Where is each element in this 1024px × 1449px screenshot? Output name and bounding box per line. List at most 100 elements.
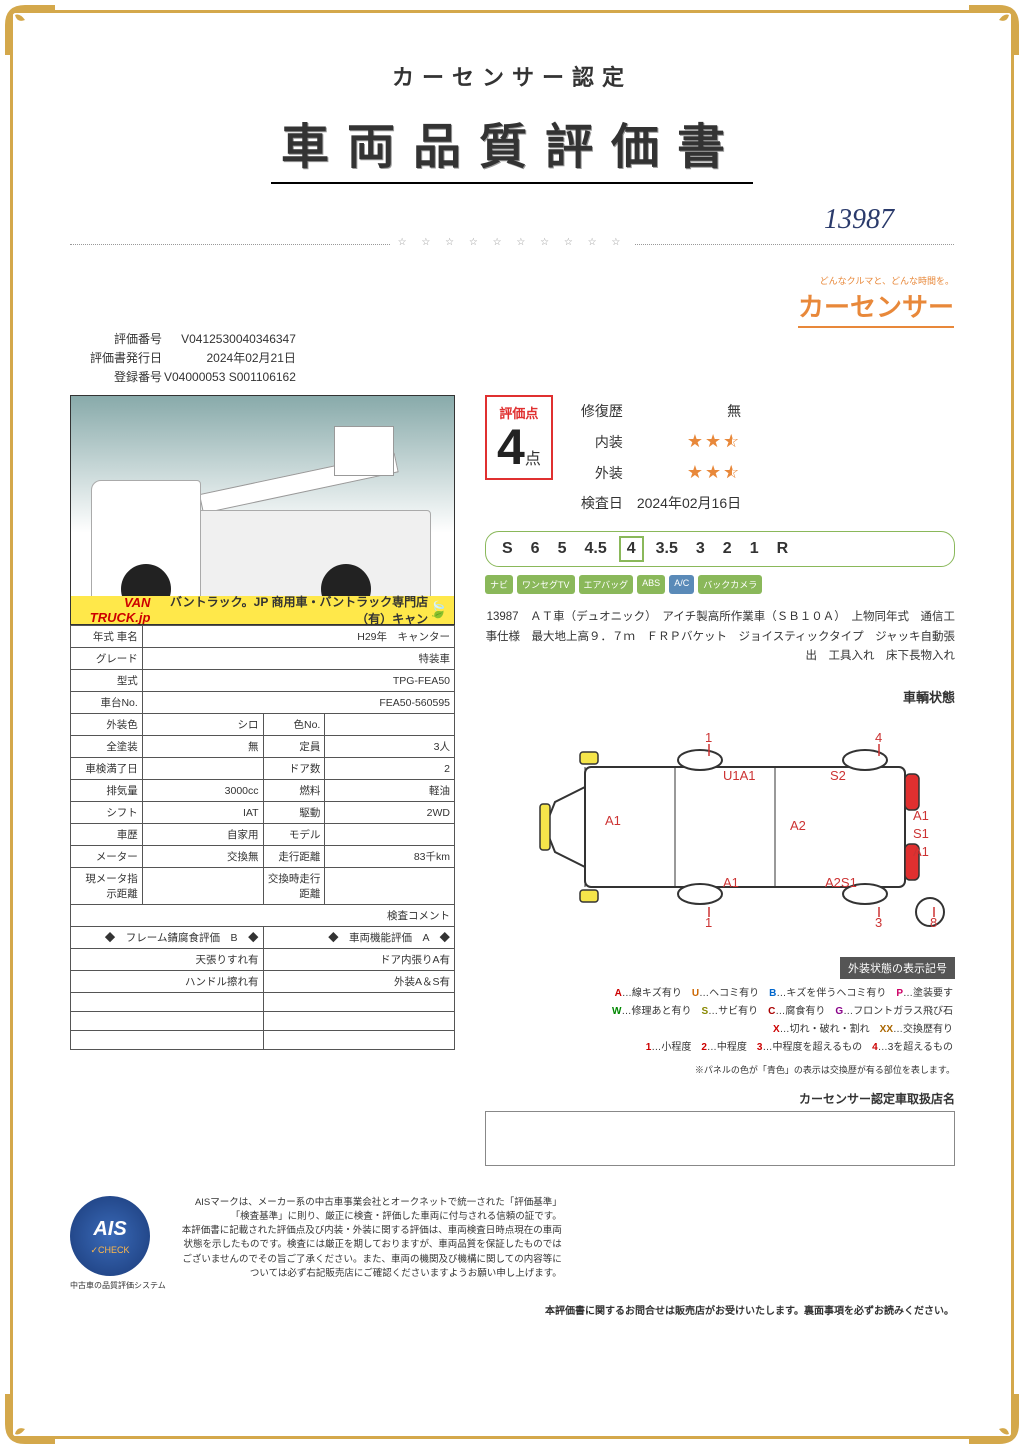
svg-text:A1: A1 bbox=[913, 808, 929, 823]
bottom-note: 本評価書に関するお問合せは販売店がお受けいたします。裏面事項を必ずお読みください… bbox=[70, 1302, 954, 1317]
desc-num: 13987 bbox=[487, 611, 519, 623]
legend: 外装状態の表示記号 A…線キズ有り U…ヘコミ有り B…キズを伴うヘコミ有り P… bbox=[485, 957, 955, 1076]
spec-label: 車台No. bbox=[71, 692, 143, 714]
scale-item: R bbox=[771, 538, 795, 560]
scale-item: 1 bbox=[744, 538, 765, 560]
feature-badges: ナビワンセグTVエアバッグABSA/Cバックカメラ bbox=[485, 575, 955, 594]
meta-table: 評価番号V0412530040346347 評価書発行日2024年02月21日 … bbox=[70, 328, 298, 387]
meta-label: 評価書発行日 bbox=[72, 349, 162, 366]
spec-label: グレード bbox=[71, 648, 143, 670]
note-cell bbox=[263, 993, 455, 1012]
spec-value: IAT bbox=[142, 802, 263, 824]
svg-text:A2: A2 bbox=[790, 818, 806, 833]
score-box: 評価点 4点 bbox=[485, 395, 553, 480]
spec-label: 交換時走行距離 bbox=[263, 868, 325, 905]
banner-text: バントラック。JP 商用車・バントラック専門店 （有）キャン bbox=[158, 593, 428, 625]
spec-value: 2 bbox=[325, 758, 455, 780]
scale-item: 6 bbox=[525, 538, 546, 560]
ais-logo-main: AIS bbox=[93, 1214, 126, 1244]
spec-value: 特装車 bbox=[142, 648, 454, 670]
note-cell bbox=[263, 1031, 455, 1050]
frame-eval: ◆ フレーム錆腐食評価 B ◆ bbox=[71, 927, 264, 949]
scale-bar: S654.543.5321R bbox=[485, 531, 955, 567]
svg-text:1: 1 bbox=[705, 730, 712, 745]
repair-value: 無 bbox=[631, 397, 747, 425]
scale-item: 2 bbox=[717, 538, 738, 560]
meta-label: 登録番号 bbox=[72, 368, 162, 385]
svg-text:8: 8 bbox=[930, 915, 937, 930]
photo-banner: VAN TRUCK.jp バントラック。JP 商用車・バントラック専門店 （有）… bbox=[71, 596, 454, 624]
divider: ☆ ☆ ☆ ☆ ☆ ☆ ☆ ☆ ☆ ☆ bbox=[70, 244, 954, 256]
description: 13987 ＡＴ車（デュオニック） アイチ製高所作業車（ＳＢ１０Ａ） 上物同年式… bbox=[485, 608, 955, 667]
spec-label: 型式 bbox=[71, 670, 143, 692]
handwritten-number: 13987 bbox=[70, 204, 954, 236]
svg-text:U1A1: U1A1 bbox=[723, 768, 756, 783]
svg-text:A2S1: A2S1 bbox=[825, 875, 857, 890]
note-cell: ハンドル擦れ有 bbox=[71, 971, 264, 993]
interior-stars: ★★ bbox=[631, 427, 747, 456]
legend-body: A…線キズ有り U…ヘコミ有り B…キズを伴うヘコミ有り P…塗装要すW…修理あ… bbox=[485, 979, 955, 1063]
scale-item: 5 bbox=[552, 538, 573, 560]
spec-label: メーター bbox=[71, 846, 143, 868]
spec-label: 定員 bbox=[263, 736, 325, 758]
ais-caption: 中古車の品質評価システム bbox=[70, 1280, 166, 1292]
spec-value: 3人 bbox=[325, 736, 455, 758]
exterior-stars: ★★ bbox=[631, 458, 747, 487]
svg-text:A1: A1 bbox=[913, 844, 929, 859]
ais-logo: AIS ✓CHECK bbox=[70, 1196, 150, 1276]
spec-label: 色No. bbox=[263, 714, 325, 736]
note-cell: ドア内張りA有 bbox=[263, 949, 455, 971]
spec-value: 交換無 bbox=[142, 846, 263, 868]
svg-text:S2: S2 bbox=[830, 768, 846, 783]
inspect-date: 2024年02月16日 bbox=[631, 489, 747, 517]
spec-label: 車検満了日 bbox=[71, 758, 143, 780]
ais-logo-sub: ✓CHECK bbox=[90, 1244, 129, 1258]
meta-value: V04000053 S001106162 bbox=[164, 368, 296, 385]
feature-badge: A/C bbox=[669, 575, 694, 594]
spec-value: TPG-FEA50 bbox=[142, 670, 454, 692]
meta-value: 2024年02月21日 bbox=[164, 349, 296, 366]
spec-value: 自家用 bbox=[142, 824, 263, 846]
spec-label: モデル bbox=[263, 824, 325, 846]
feature-badge: エアバッグ bbox=[579, 575, 634, 594]
spec-label: 全塗装 bbox=[71, 736, 143, 758]
feature-badge: ABS bbox=[637, 575, 665, 594]
feature-badge: ナビ bbox=[485, 575, 513, 594]
spec-value: 軽油 bbox=[325, 780, 455, 802]
footer: AIS ✓CHECK 中古車の品質評価システム AISマークは、メーカー系の中古… bbox=[70, 1196, 954, 1292]
svg-text:A1: A1 bbox=[723, 875, 739, 890]
repair-label: 修復歴 bbox=[575, 397, 629, 425]
svg-text:A1: A1 bbox=[605, 813, 621, 828]
doc-title: 車両品質評価書 bbox=[271, 107, 753, 184]
ais-text: AISマークは、メーカー系の中古車事業会社とオークネットで統一された「評価基準」… bbox=[182, 1196, 562, 1282]
dealer-block: カーセンサー認定車取扱店名 bbox=[485, 1090, 955, 1166]
exterior-label: 外装 bbox=[575, 458, 629, 487]
spec-label: 車歴 bbox=[71, 824, 143, 846]
desc-text: ＡＴ車（デュオニック） アイチ製高所作業車（ＳＢ１０Ａ） 上物同年式 通信工事仕… bbox=[486, 611, 955, 662]
spec-value: シロ bbox=[142, 714, 263, 736]
note-cell: 外装A＆S有 bbox=[263, 971, 455, 993]
vehicle-photo: VAN TRUCK.jp バントラック。JP 商用車・バントラック専門店 （有）… bbox=[70, 395, 455, 625]
spec-label: 排気量 bbox=[71, 780, 143, 802]
legend-header: 外装状態の表示記号 bbox=[840, 957, 955, 979]
note-cell: 天張りすれ有 bbox=[71, 949, 264, 971]
scale-item: 4 bbox=[619, 536, 644, 562]
note-cell bbox=[71, 1012, 264, 1031]
spec-value bbox=[142, 758, 263, 780]
meta-label: 評価番号 bbox=[72, 330, 162, 347]
doc-subtitle: カーセンサー認定 bbox=[70, 60, 954, 92]
spec-label: 年式 車名 bbox=[71, 626, 143, 648]
diagram-title: 車輌状態 bbox=[485, 687, 955, 706]
spec-value: H29年 キャンター bbox=[142, 626, 454, 648]
note-cell bbox=[263, 1012, 455, 1031]
spec-label: シフト bbox=[71, 802, 143, 824]
brand-block: どんなクルマと、どんな時間を。 カーセンサー 評価番号V041253004034… bbox=[70, 274, 954, 1317]
note-cell bbox=[71, 1031, 264, 1050]
svg-text:4: 4 bbox=[875, 730, 882, 745]
scale-item: 3.5 bbox=[650, 538, 684, 560]
note-cell bbox=[71, 993, 264, 1012]
svg-text:1: 1 bbox=[705, 915, 712, 930]
legend-note: ※パネルの色が「青色」の表示は交換歴が有る部位を表します。 bbox=[485, 1063, 955, 1076]
spec-label: ドア数 bbox=[263, 758, 325, 780]
feature-badge: ワンセグTV bbox=[517, 575, 575, 594]
